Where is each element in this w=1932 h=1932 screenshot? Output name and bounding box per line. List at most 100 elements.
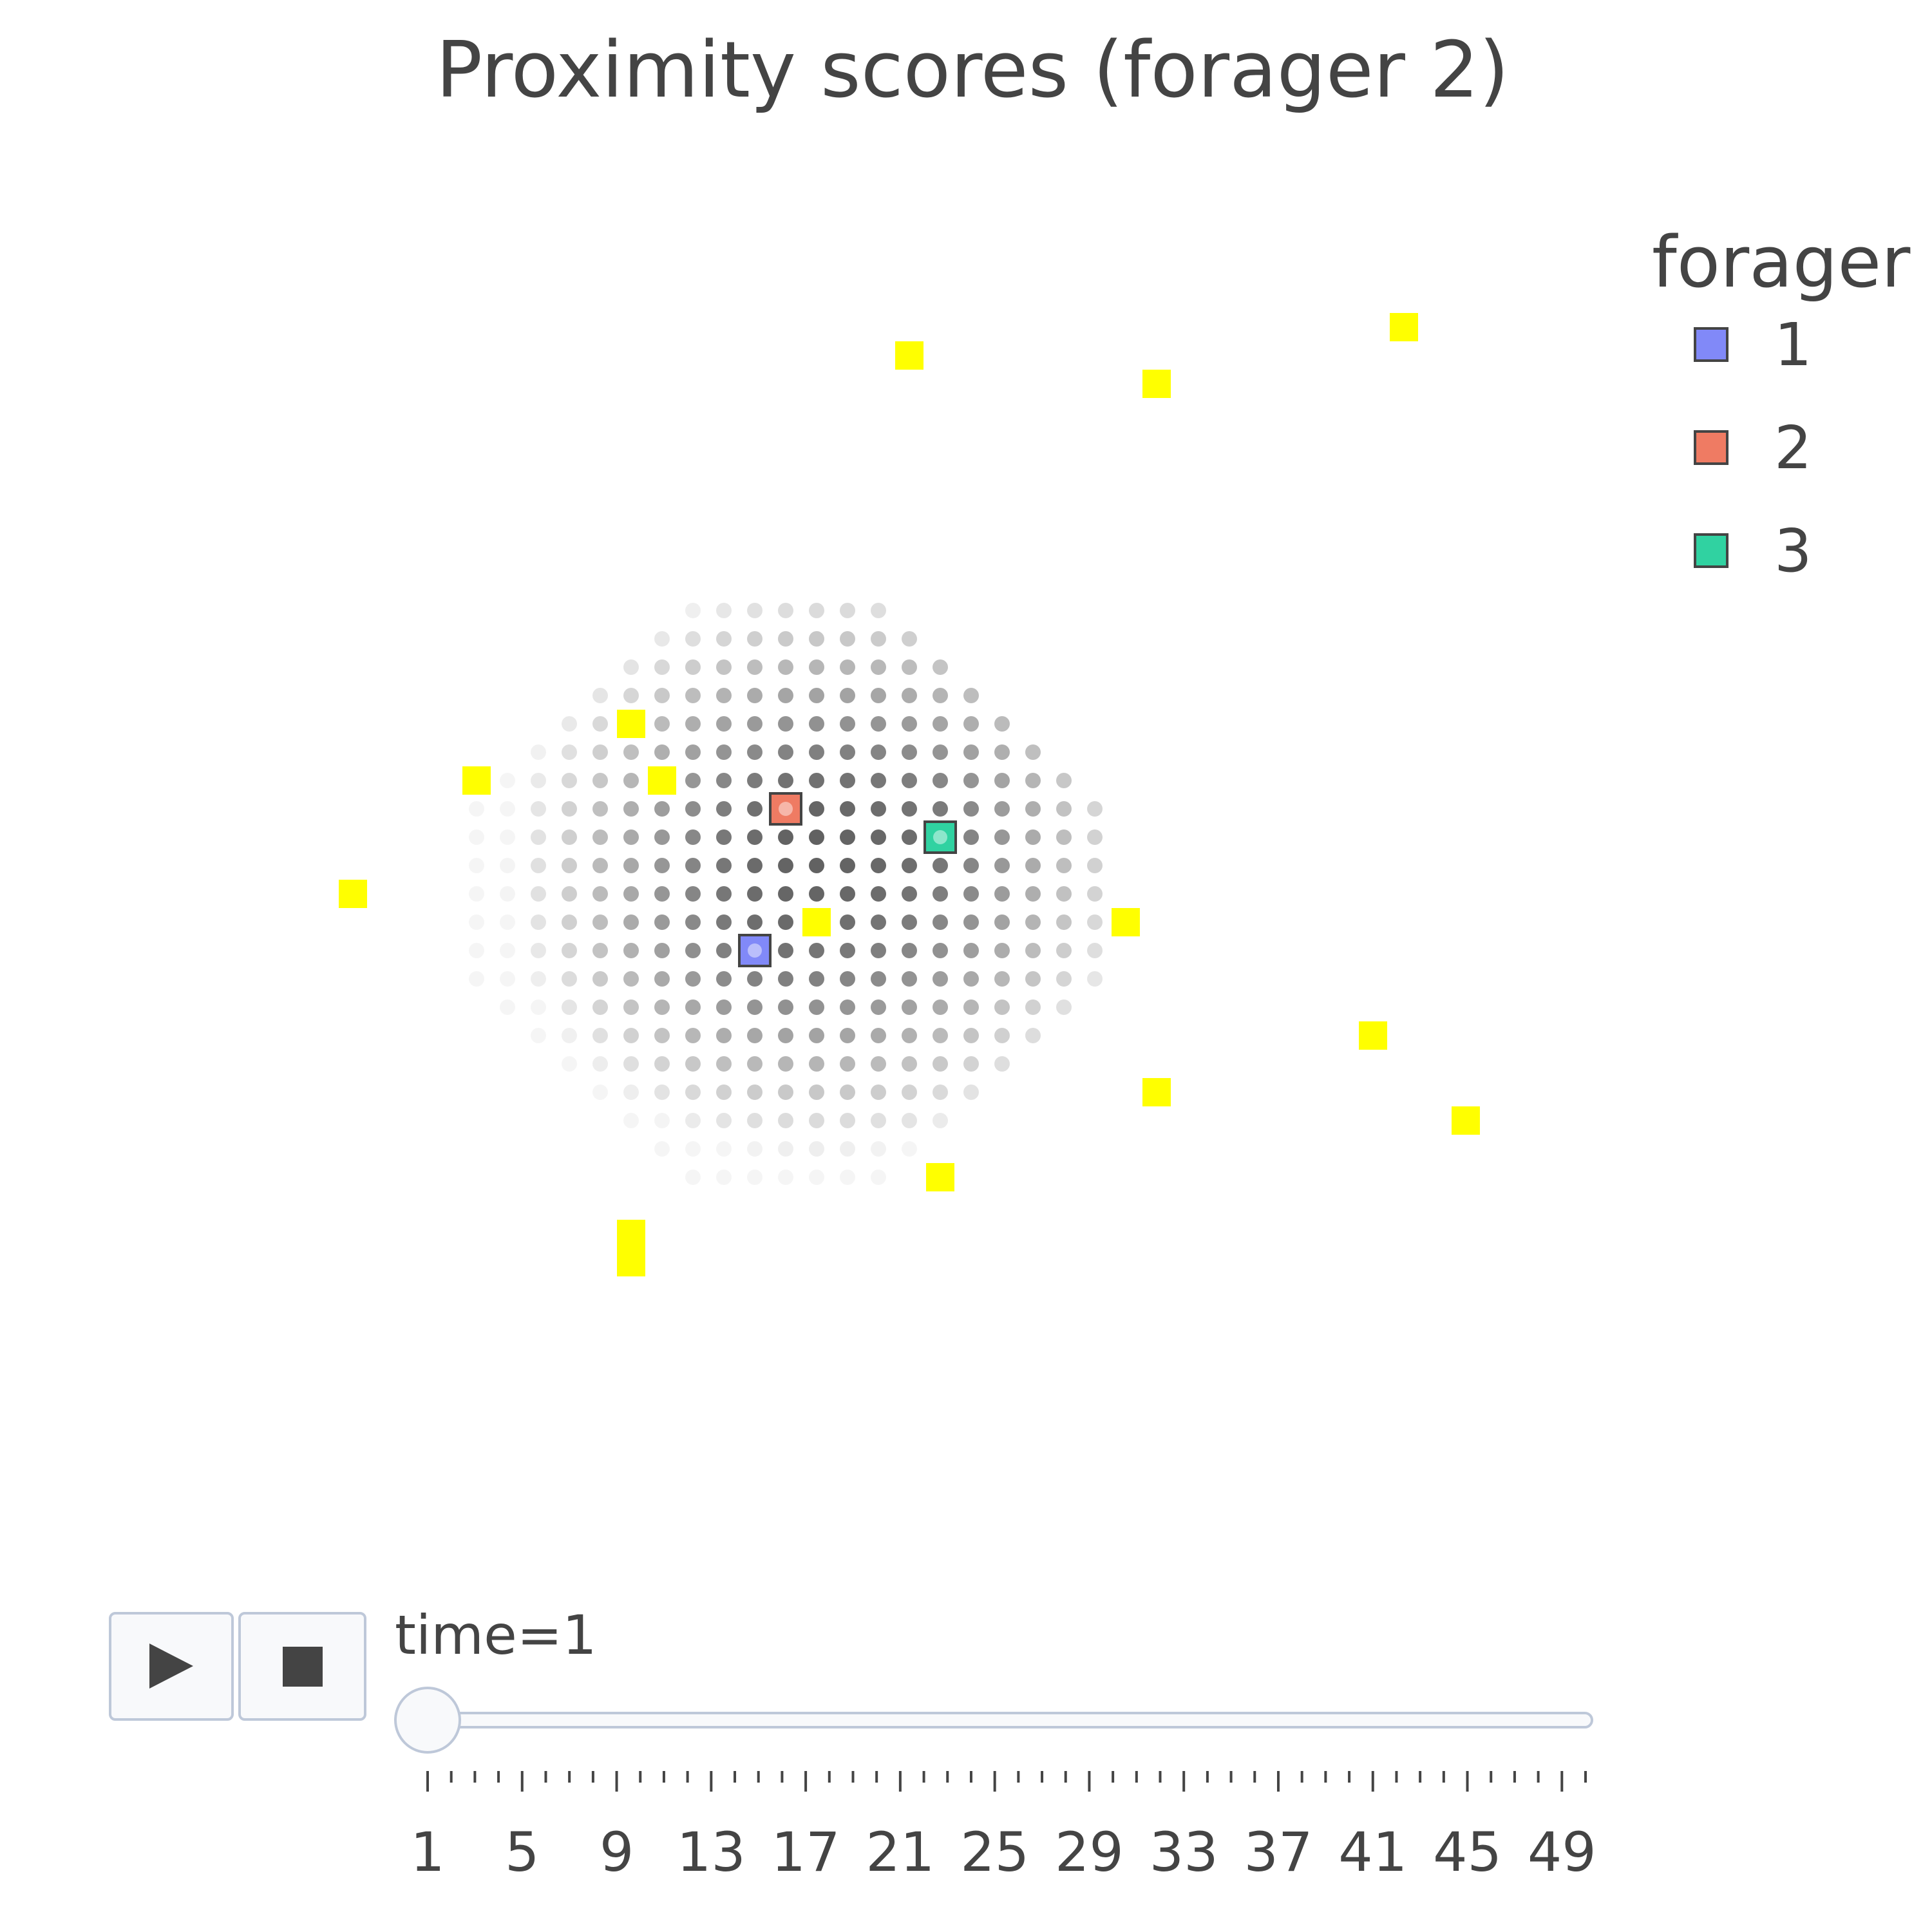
proximity-dot [778,1028,793,1043]
slider-tick-label: 49 [1528,1821,1596,1884]
proximity-dot [716,1141,732,1157]
proximity-dot [871,1141,886,1157]
proximity-dot [500,886,515,902]
slider-tick-label: 5 [505,1821,539,1884]
proximity-dot [963,886,979,902]
proximity-dot [1056,943,1072,958]
proximity-dot [809,659,824,675]
proximity-dot [747,858,762,873]
proximity-dot [840,744,855,760]
proximity-dot [685,1084,701,1100]
proximity-dot [685,1170,701,1185]
proximity-dot [871,971,886,987]
proximity-dot [963,914,979,930]
proximity-dot [685,1141,701,1157]
proximity-dot [902,659,917,675]
proximity-dot [654,716,670,732]
proximity-dot [562,886,577,902]
proximity-dot [1056,914,1072,930]
proximity-dot [685,659,701,675]
proximity-dot [1025,829,1041,845]
proximity-dot [778,603,793,618]
proximity-dot [747,716,762,732]
proximity-dot [809,801,824,817]
proximity-dot [871,631,886,647]
legend: forager 1 2 3 [1652,221,1911,585]
proximity-dot [654,914,670,930]
proximity-dot [500,858,515,873]
proximity-dot [654,1113,670,1128]
proximity-dot [809,943,824,958]
proximity-dot [747,1141,762,1157]
slider-tick-label: 41 [1338,1821,1407,1884]
proximity-dot [933,999,948,1015]
proximity-dot [592,829,608,845]
proximity-dot [1025,886,1041,902]
proximity-dot [809,631,824,647]
proximity-dot [592,716,608,732]
proximity-dot [654,688,670,703]
proximity-dot [623,971,639,987]
proximity-dot [933,1113,948,1128]
proximity-dot [778,1056,793,1072]
reward-marker [339,880,367,908]
proximity-dot [592,914,608,930]
proximity-dot [592,886,608,902]
proximity-dot [716,773,732,788]
slider-tick-label: 13 [677,1821,746,1884]
proximity-dot [1087,971,1103,987]
stop-button[interactable] [238,1612,366,1721]
proximity-dot [747,1028,762,1043]
legend-label-3: 3 [1774,516,1812,585]
proximity-dot [778,773,793,788]
slider-handle[interactable] [394,1687,461,1754]
proximity-dot [902,688,917,703]
slider-tick-label: 33 [1150,1821,1218,1884]
proximity-dot [685,971,701,987]
proximity-dot [809,829,824,845]
proximity-dot [1025,971,1041,987]
slider-track[interactable] [426,1712,1593,1728]
proximity-dot [994,858,1010,873]
proximity-dot [871,1084,886,1100]
proximity-dot [1025,858,1041,873]
proximity-dot [1087,801,1103,817]
proximity-dot [840,801,855,817]
proximity-dot [500,829,515,845]
proximity-dot [716,688,732,703]
proximity-dot [562,943,577,958]
proximity-dot [716,631,732,647]
proximity-dot [592,971,608,987]
proximity-dot [531,773,546,788]
proximity-dot [469,858,484,873]
proximity-dot [654,1084,670,1100]
forager-marker-1 [738,934,772,967]
proximity-dot [685,829,701,845]
proximity-dot [871,1113,886,1128]
proximity-dot [994,999,1010,1015]
proximity-dot [902,943,917,958]
proximity-dot [623,744,639,760]
proximity-dot [654,744,670,760]
proximity-dot [840,971,855,987]
proximity-dot [685,1113,701,1128]
proximity-dot [562,829,577,845]
reward-marker [648,766,676,795]
play-button[interactable] [109,1612,234,1721]
proximity-dot [747,603,762,618]
proximity-dot [871,914,886,930]
proximity-dot [933,971,948,987]
legend-label-1: 1 [1774,310,1812,379]
proximity-dot [994,744,1010,760]
proximity-dot [747,631,762,647]
proximity-dot [716,829,732,845]
proximity-dot [778,659,793,675]
proximity-dot [654,801,670,817]
proximity-dot [902,744,917,760]
proximity-dot [747,801,762,817]
proximity-dot [469,886,484,902]
proximity-dot [1025,999,1041,1015]
proximity-dot [778,943,793,958]
proximity-dot [1087,829,1103,845]
